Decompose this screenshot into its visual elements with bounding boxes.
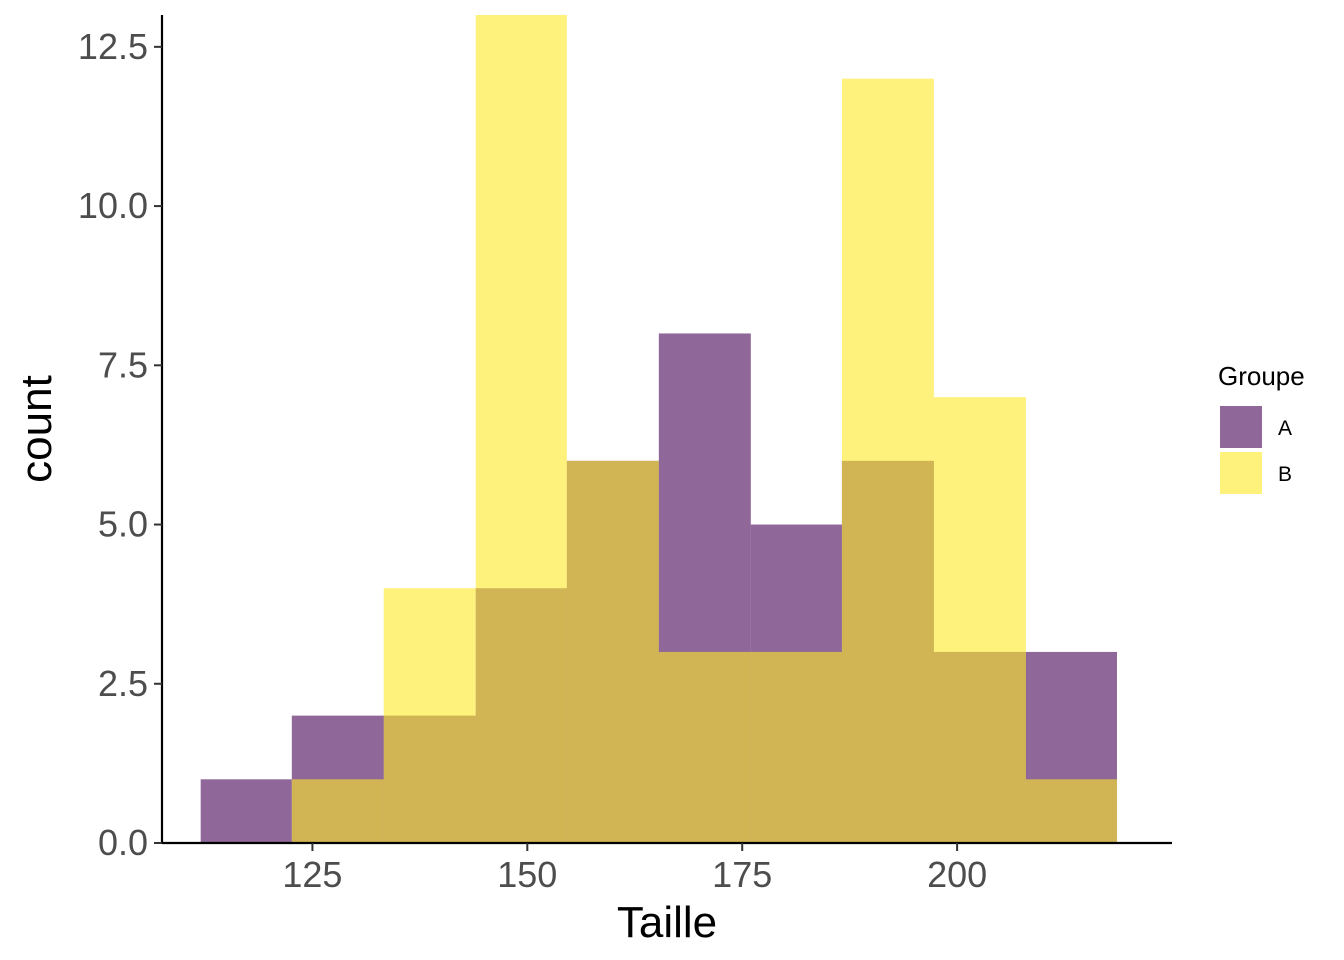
bar-B-1	[291, 779, 384, 843]
y-tick-label: 2.5	[98, 663, 148, 704]
x-axis-ticks: 125 150 175 200	[282, 843, 987, 895]
x-axis-title: Taille	[617, 898, 717, 947]
legend-label-B: B	[1278, 463, 1292, 486]
x-tick-label: 150	[497, 854, 557, 895]
bar-B-8	[933, 397, 1026, 843]
bar-B-7	[841, 78, 934, 843]
bar-B-5	[658, 651, 751, 843]
legend: Groupe AB	[1218, 361, 1305, 494]
y-axis-title: count	[12, 375, 61, 483]
y-tick-label: 5.0	[98, 504, 148, 545]
x-tick-label: 200	[927, 854, 987, 895]
x-tick-label: 175	[712, 854, 772, 895]
bar-B-2	[383, 588, 476, 843]
y-tick-label: 7.5	[98, 344, 148, 385]
legend-key-B	[1220, 452, 1262, 494]
y-tick-label: 12.5	[78, 26, 148, 67]
bar-B-4	[566, 460, 659, 843]
legend-label-A: A	[1278, 417, 1292, 440]
histogram-bars	[200, 15, 1117, 843]
bar-A-0	[200, 779, 292, 843]
legend-title: Groupe	[1218, 361, 1305, 391]
legend-key-A	[1220, 406, 1262, 448]
y-tick-label: 10.0	[78, 185, 148, 226]
y-tick-label: 0.0	[98, 822, 148, 863]
bar-B-9	[1025, 779, 1117, 843]
legend-items: AB	[1220, 406, 1292, 494]
x-tick-label: 125	[282, 854, 342, 895]
bar-B-6	[750, 651, 842, 843]
bar-B-3	[475, 15, 567, 843]
y-axis-ticks: 0.0 2.5 5.0 7.5 10.0 12.5	[78, 26, 162, 863]
series-B	[291, 15, 1117, 843]
